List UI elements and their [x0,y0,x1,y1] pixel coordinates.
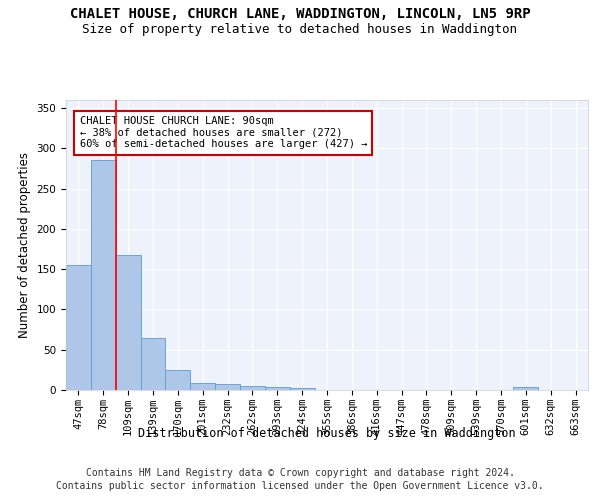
Bar [265,387,290,390]
Bar [66,265,91,390]
Bar [240,386,265,390]
Bar [91,160,116,390]
Bar [215,384,240,390]
Text: Contains HM Land Registry data © Crown copyright and database right 2024.: Contains HM Land Registry data © Crown c… [86,468,514,477]
Bar [166,370,190,390]
Text: Distribution of detached houses by size in Waddington: Distribution of detached houses by size … [138,428,516,440]
Bar [116,254,140,390]
Text: CHALET HOUSE CHURCH LANE: 90sqm
← 38% of detached houses are smaller (272)
60% o: CHALET HOUSE CHURCH LANE: 90sqm ← 38% of… [80,116,367,150]
Bar [514,387,538,390]
Text: Size of property relative to detached houses in Waddington: Size of property relative to detached ho… [83,22,517,36]
Bar [190,383,215,390]
Text: CHALET HOUSE, CHURCH LANE, WADDINGTON, LINCOLN, LN5 9RP: CHALET HOUSE, CHURCH LANE, WADDINGTON, L… [70,8,530,22]
Text: Contains public sector information licensed under the Open Government Licence v3: Contains public sector information licen… [56,481,544,491]
Y-axis label: Number of detached properties: Number of detached properties [18,152,31,338]
Bar [140,338,166,390]
Bar [290,388,314,390]
